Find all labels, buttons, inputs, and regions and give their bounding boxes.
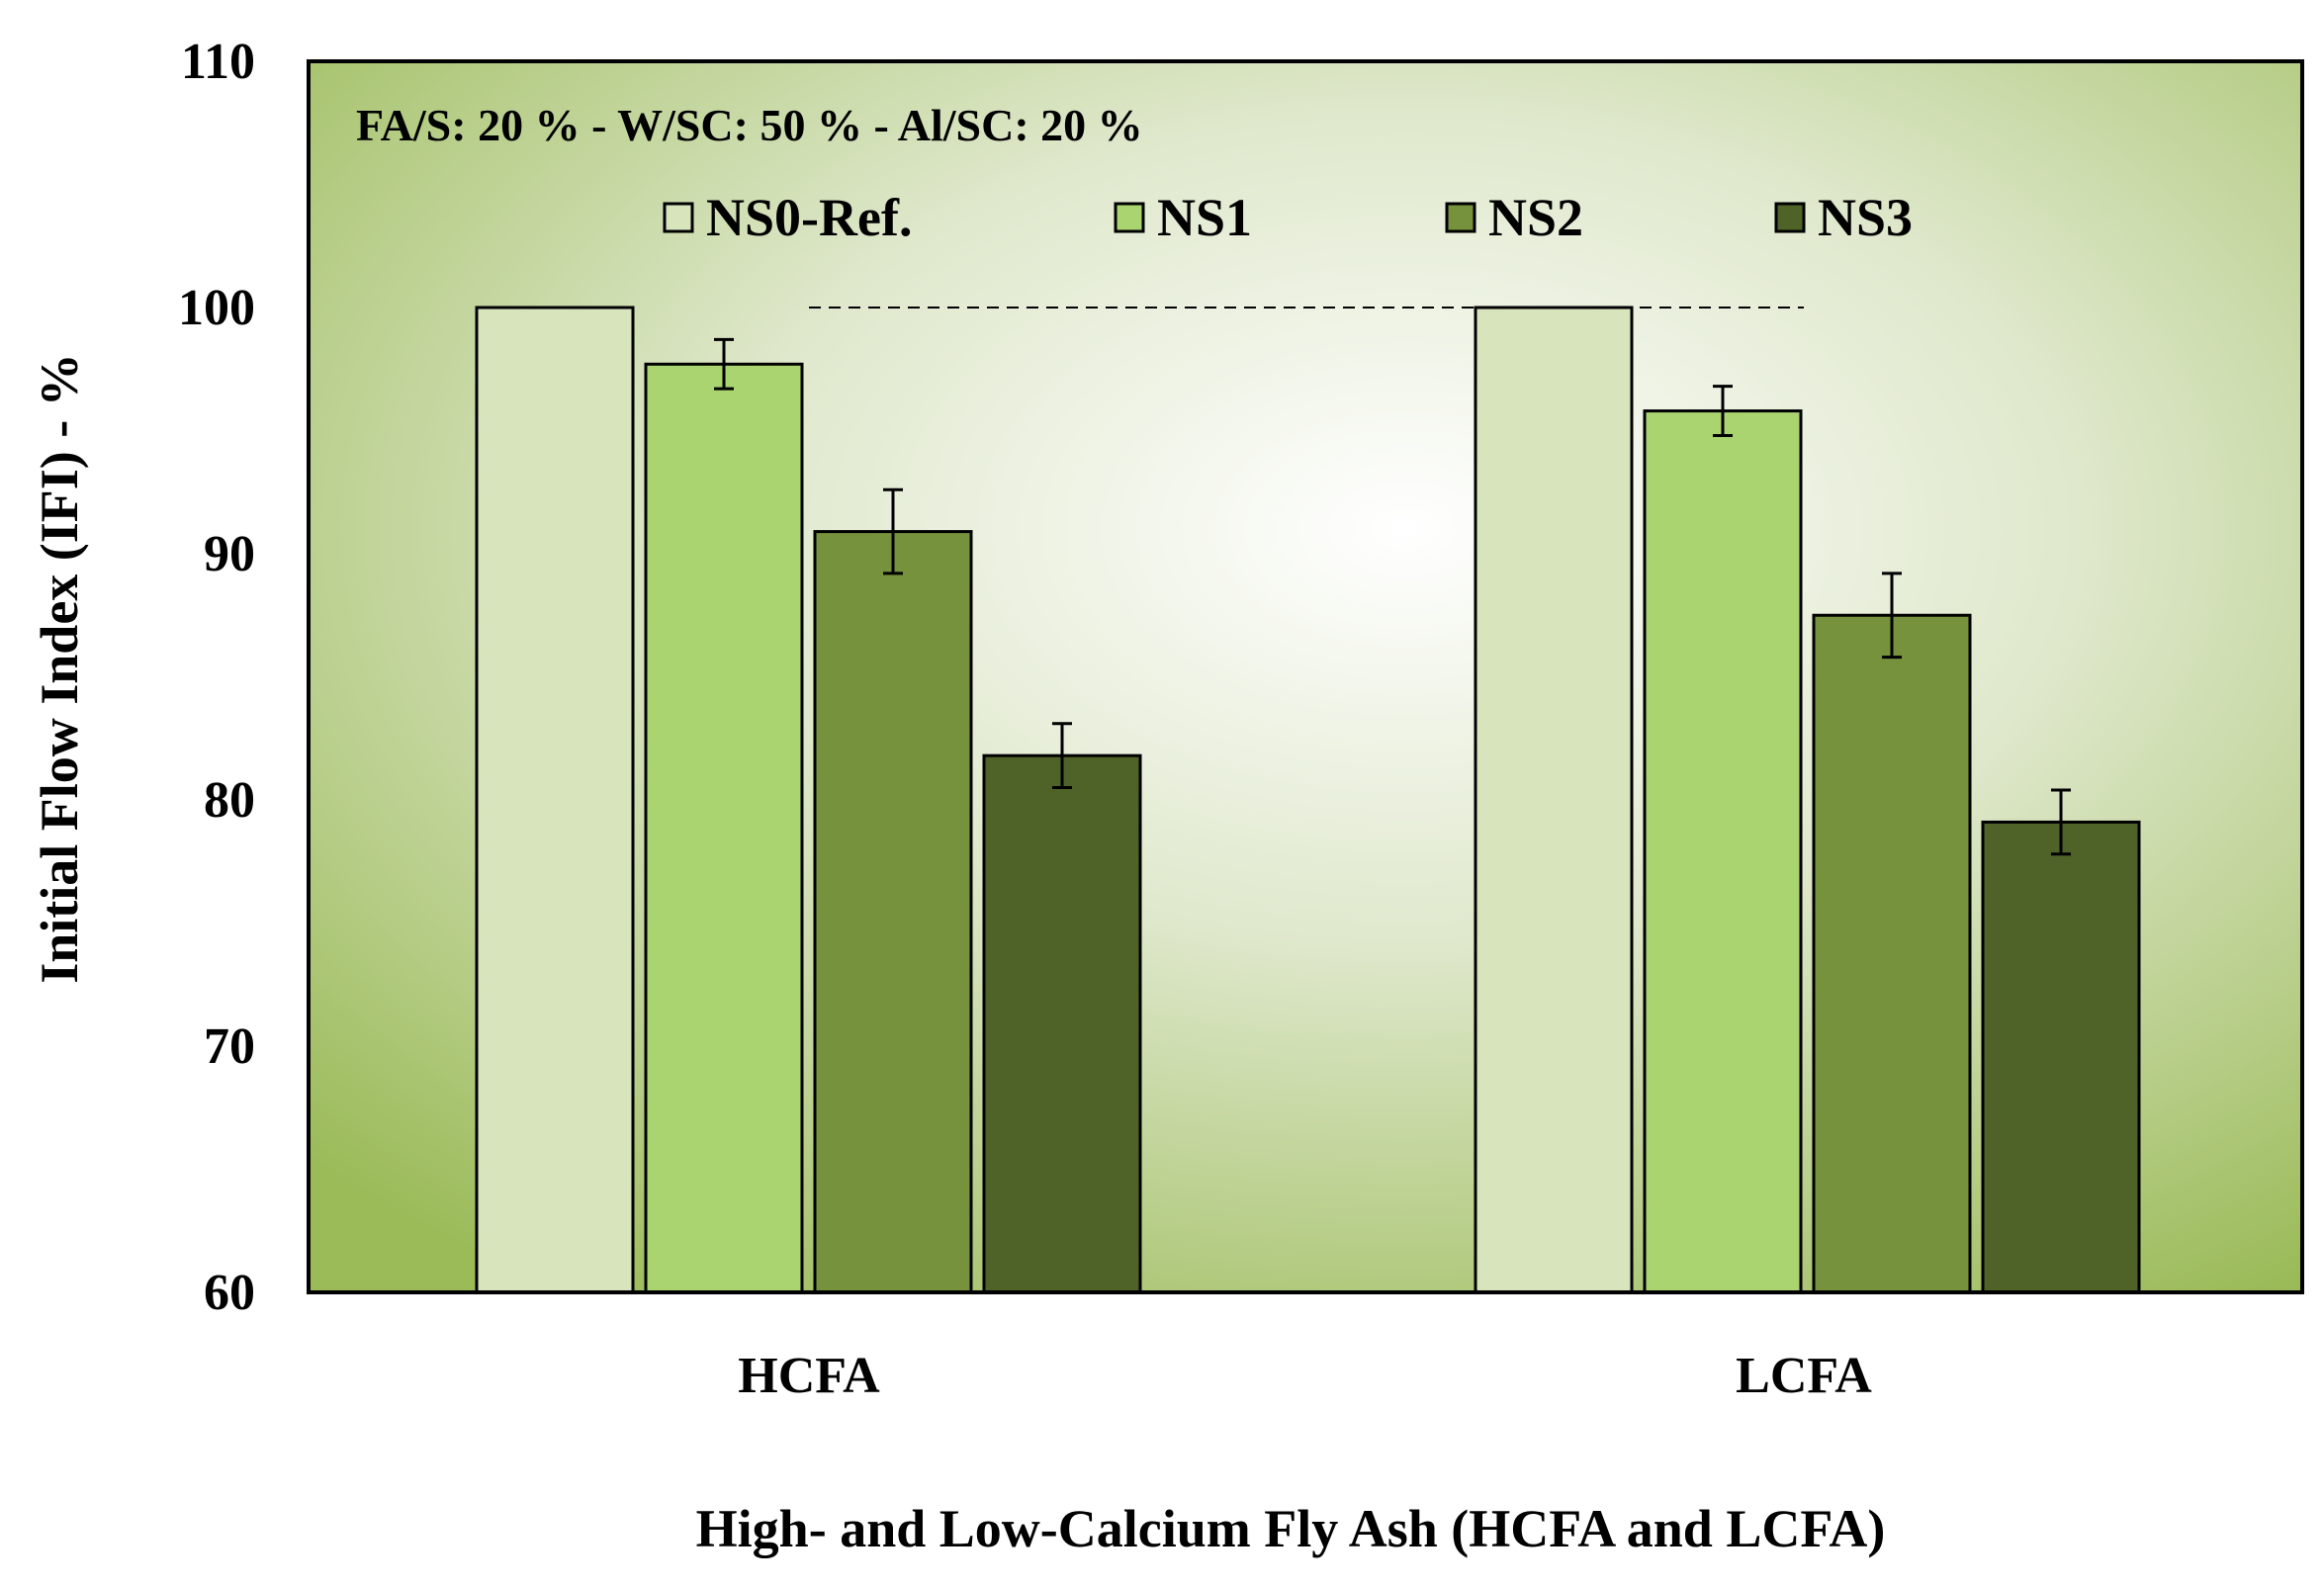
x-tick-label-hcfa: HCFA xyxy=(738,1348,880,1404)
x-tick-label-lcfa: LCFA xyxy=(1736,1348,1872,1404)
bar-lcfa-ns1 xyxy=(1643,409,1803,1294)
y-tick-label-60: 60 xyxy=(204,1265,255,1321)
bars-layer xyxy=(475,306,2141,1294)
legend-swatch-ns2 xyxy=(1445,202,1476,233)
legend-swatch-ns3 xyxy=(1774,202,1806,233)
bar-hcfa-ns2 xyxy=(813,530,973,1294)
bar-lcfa-ns3 xyxy=(1981,820,2141,1294)
y-tick-label-80: 80 xyxy=(204,772,255,829)
y-tick-label-90: 90 xyxy=(204,526,255,582)
bar-lcfa-ns2 xyxy=(1812,613,1972,1294)
text-layer: 60 70 80 90 100 110 HCFA LCFA High- and Low-Calc… xyxy=(30,34,1913,1558)
legend-swatch-ns1 xyxy=(1114,202,1145,233)
y-axis-title: Initial Flow Index (IFI) - % xyxy=(30,353,89,984)
legend-swatch-ns0-ref xyxy=(663,202,694,233)
y-tick-label-70: 70 xyxy=(204,1018,255,1075)
legend-label-ns3: NS3 xyxy=(1818,188,1913,247)
legend-label-ns2: NS2 xyxy=(1488,188,1583,247)
legend-label-ns0-ref: NS0-Ref. xyxy=(706,188,912,247)
bar-lcfa-ns0-ref xyxy=(1474,306,1634,1294)
legend-label-ns1: NS1 xyxy=(1157,188,1252,247)
x-axis-title: High- and Low-Calcium Fly Ash (HCFA and … xyxy=(696,1499,1886,1558)
errors-layer xyxy=(714,337,2071,856)
annotation-text: FA/S: 20 % - W/SC: 50 % - Al/SC: 20 % xyxy=(356,100,1143,150)
y-tick-label-110: 110 xyxy=(181,34,255,90)
bar-hcfa-ns3 xyxy=(982,753,1142,1294)
bar-hcfa-ns0-ref xyxy=(475,306,635,1294)
bar-hcfa-ns1 xyxy=(644,362,804,1294)
y-tick-label-100: 100 xyxy=(178,280,255,336)
